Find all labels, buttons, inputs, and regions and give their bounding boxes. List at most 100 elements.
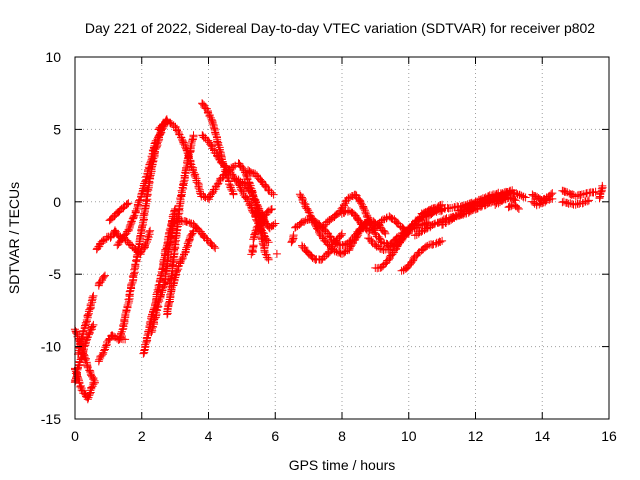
data-point bbox=[541, 198, 550, 207]
data-point bbox=[83, 395, 92, 404]
y-tick-label: 0 bbox=[53, 194, 61, 210]
data-point bbox=[239, 189, 248, 198]
data-point bbox=[426, 221, 435, 230]
data-point bbox=[206, 140, 215, 149]
series-arc-27 bbox=[272, 249, 281, 258]
data-point bbox=[75, 357, 84, 366]
data-point bbox=[83, 311, 92, 319]
series-arc-9 bbox=[105, 199, 133, 225]
data-point bbox=[175, 216, 184, 225]
x-tick-label: 0 bbox=[71, 428, 79, 444]
data-point bbox=[370, 240, 379, 249]
data-point bbox=[167, 271, 176, 279]
data-point bbox=[104, 336, 113, 345]
data-point bbox=[141, 239, 150, 248]
data-point bbox=[271, 219, 280, 228]
data-point bbox=[124, 225, 133, 234]
data-point bbox=[566, 199, 575, 208]
series-arc-17 bbox=[168, 216, 220, 253]
data-point bbox=[146, 157, 155, 166]
data-point bbox=[434, 238, 443, 247]
x-tick-label: 16 bbox=[601, 428, 617, 444]
series-arc-6 bbox=[94, 271, 109, 290]
data-point bbox=[304, 208, 313, 217]
data-point bbox=[267, 205, 276, 213]
series-arc-26 bbox=[247, 241, 258, 259]
data-point bbox=[248, 189, 256, 198]
data-point bbox=[91, 378, 99, 387]
data-point bbox=[174, 210, 183, 219]
chart-title: Day 221 of 2022, Sidereal Day-to-day VTE… bbox=[85, 20, 595, 36]
data-point bbox=[387, 243, 395, 252]
data-point bbox=[263, 207, 272, 216]
data-point bbox=[191, 172, 200, 181]
data-point bbox=[101, 271, 109, 280]
data-point bbox=[364, 227, 373, 236]
y-axis-label: SDTVAR / TECUs bbox=[6, 182, 22, 294]
data-point bbox=[189, 131, 198, 140]
data-point bbox=[249, 241, 258, 250]
data-point bbox=[589, 188, 598, 197]
series-arc-36 bbox=[397, 236, 447, 275]
data-point bbox=[513, 203, 522, 212]
data-point bbox=[189, 166, 198, 175]
data-point bbox=[386, 213, 395, 222]
data-point bbox=[77, 334, 86, 343]
data-point bbox=[172, 268, 181, 277]
data-point bbox=[253, 200, 262, 209]
data-point bbox=[142, 196, 150, 205]
data-point bbox=[407, 223, 415, 232]
data-point bbox=[355, 195, 364, 204]
data-point bbox=[422, 242, 430, 251]
y-tick-label: -15 bbox=[41, 411, 61, 427]
data-point bbox=[127, 280, 136, 289]
data-point bbox=[559, 197, 568, 206]
data-point bbox=[250, 230, 259, 239]
data-point bbox=[166, 290, 175, 299]
data-point bbox=[187, 137, 196, 146]
data-point bbox=[228, 170, 237, 179]
x-tick-labels: 0 2 4 6 8 10 12 14 16 bbox=[71, 428, 617, 444]
data-point bbox=[131, 206, 140, 215]
data-point bbox=[480, 194, 489, 203]
data-point bbox=[356, 197, 365, 206]
data-point bbox=[341, 247, 350, 256]
data-point bbox=[141, 241, 149, 250]
data-point bbox=[300, 217, 309, 226]
series-arc-41 bbox=[491, 193, 520, 209]
series-arc-18 bbox=[154, 116, 240, 204]
data-point bbox=[448, 214, 457, 223]
data-point bbox=[575, 200, 584, 208]
data-point bbox=[98, 276, 107, 285]
y-tick-labels: -15 -10 -5 0 5 10 bbox=[41, 49, 61, 427]
data-point bbox=[87, 383, 96, 392]
data-point bbox=[186, 159, 195, 168]
series-arc-33 bbox=[337, 206, 413, 238]
data-point bbox=[163, 304, 172, 313]
data-point bbox=[571, 192, 580, 201]
series-arc-40 bbox=[438, 186, 517, 229]
data-point bbox=[508, 186, 517, 195]
data-point bbox=[438, 236, 447, 245]
series-arc-44 bbox=[528, 194, 557, 210]
data-point bbox=[89, 291, 98, 300]
data-point bbox=[121, 310, 130, 319]
data-point bbox=[124, 199, 133, 208]
x-axis-label: GPS time / hours bbox=[289, 457, 396, 473]
data-point bbox=[430, 220, 438, 229]
data-point bbox=[338, 229, 346, 238]
data-point bbox=[182, 163, 191, 172]
data-points bbox=[70, 99, 607, 404]
data-point bbox=[515, 190, 524, 199]
data-point bbox=[252, 198, 260, 207]
x-tick-label: 8 bbox=[338, 428, 346, 444]
data-point bbox=[244, 197, 253, 206]
data-point bbox=[295, 190, 304, 199]
data-point bbox=[418, 226, 427, 235]
data-point bbox=[123, 301, 132, 309]
data-point bbox=[76, 382, 85, 391]
data-point bbox=[206, 239, 215, 248]
data-point bbox=[181, 168, 190, 177]
data-point bbox=[210, 242, 219, 251]
data-point bbox=[229, 190, 238, 199]
